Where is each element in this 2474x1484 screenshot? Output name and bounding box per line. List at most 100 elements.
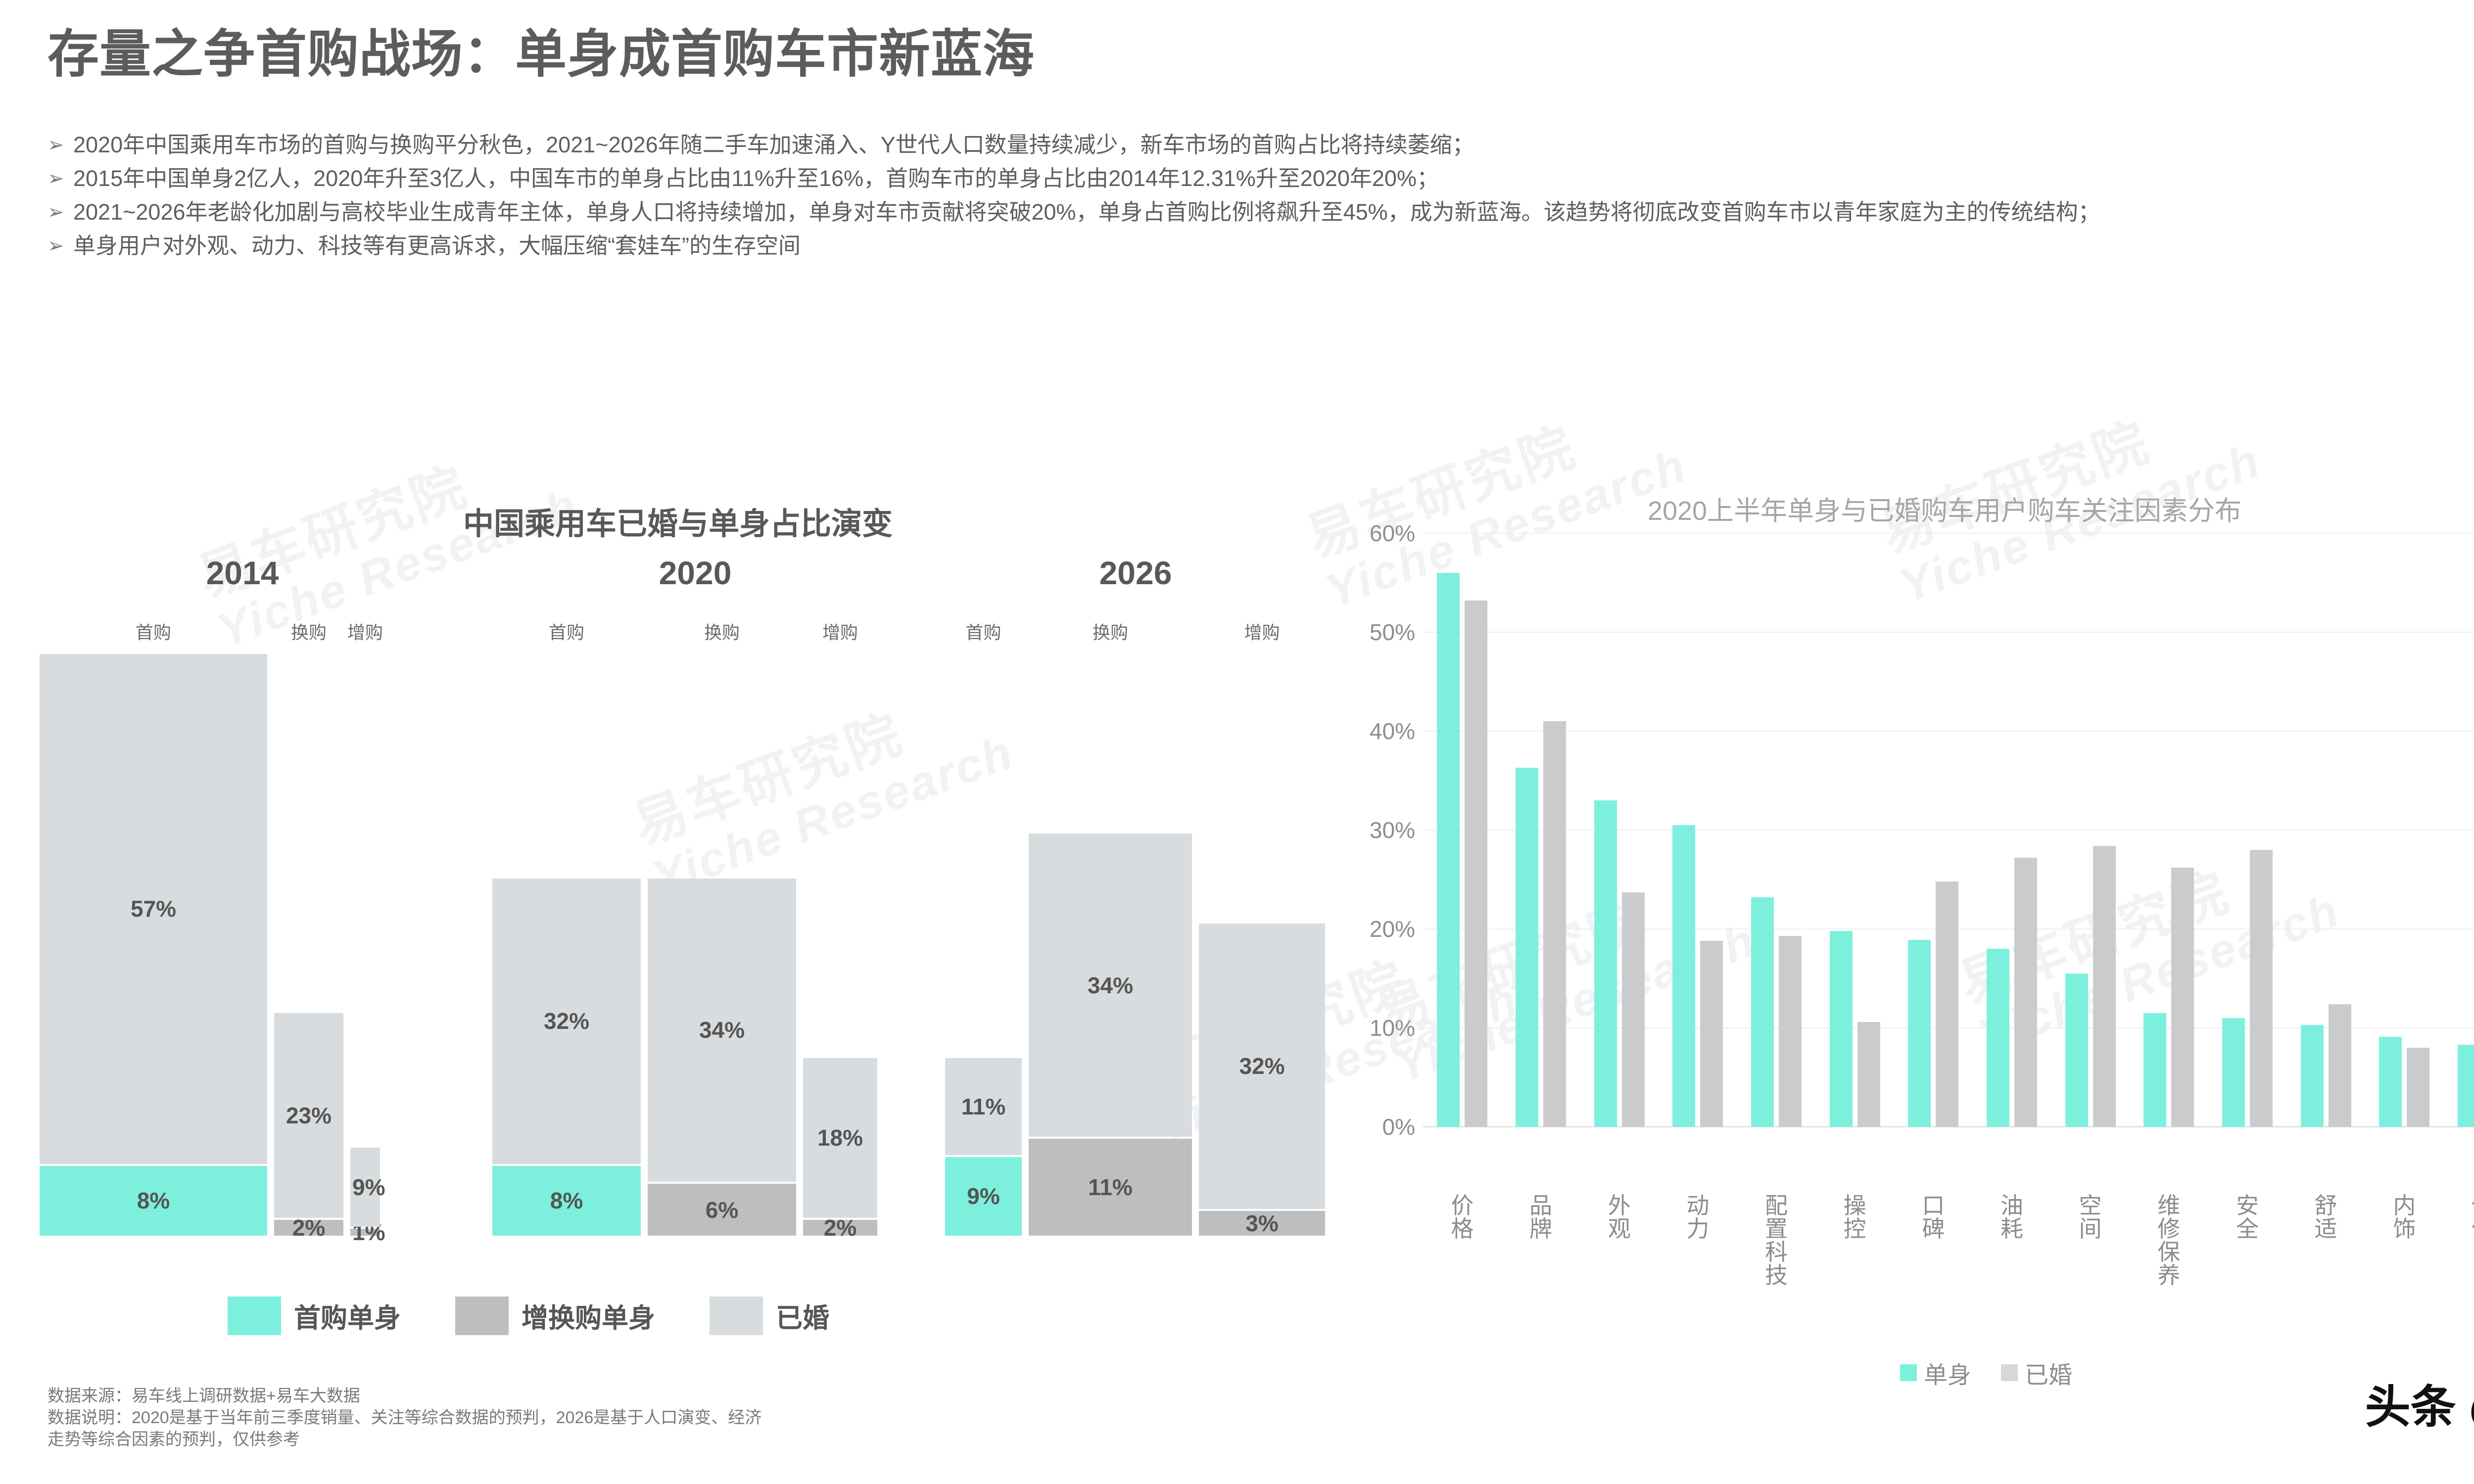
legend-item-single[interactable]: 单身 <box>1900 1355 1971 1390</box>
bar-已婚-操控 <box>1857 1022 1880 1127</box>
bar-group-4 <box>1737 533 1816 1127</box>
category-label-row: 首购 换购 增购 <box>492 618 898 648</box>
bar-group-13 <box>2444 533 2474 1127</box>
bar-单身-口碑 <box>1908 940 1931 1127</box>
segment-repeat_single: 6% <box>648 1184 796 1236</box>
bar-单身-油耗 <box>1986 949 2009 1127</box>
y-axis-tick-label: 60% <box>1369 520 1415 546</box>
segment-value-label: 18% <box>817 1125 863 1151</box>
category-label: 增购 <box>1244 622 1280 643</box>
x-axis-tick-label: 维修保养 <box>2157 1193 2181 1288</box>
bar-group-0 <box>1423 533 1502 1127</box>
legend-label: 已婚 <box>2025 1362 2073 1389</box>
bar-group-11 <box>2286 533 2365 1127</box>
legend-item-repeat[interactable]: 增换购单身 <box>455 1296 655 1335</box>
bars-area: 8% 32% 6% 34% 2% 18% <box>492 652 898 1241</box>
segment-repeat_single: 11% <box>1029 1139 1192 1236</box>
bar-已婚-舒适 <box>2328 1004 2351 1127</box>
bullet-text: 单身用户对外观、动力、科技等有更高诉求，大幅压缩“套娃车”的生存空间 <box>73 233 801 258</box>
bar-已婚-外观 <box>1621 892 1645 1127</box>
gridline <box>1423 533 2474 534</box>
bullet-list: ➢ 2020年中国乘用车市场的首购与换购平分秋色，2021~2026年随二手车加速… <box>48 130 2474 264</box>
bar-已婚-动力 <box>1700 941 1723 1127</box>
gridline <box>1423 830 2474 831</box>
bar-已婚-价格 <box>1465 601 1488 1127</box>
bar-group-10 <box>2208 533 2287 1127</box>
segment-married: 34% <box>648 878 796 1182</box>
x-axis-tick-label: 价格 <box>1451 1193 1474 1242</box>
segment-married: 9% <box>350 1148 385 1227</box>
bar-单身-空间 <box>2065 974 2088 1127</box>
mosaic-bar: 8% 32% <box>492 877 641 1236</box>
y-axis-tick-label: 0% <box>1382 1114 1415 1140</box>
legend-label: 单身 <box>1924 1362 1972 1389</box>
year-group-2014: 2014 首购 换购 增购 8% 57% 2% 23% 1% 9% <box>40 554 445 1276</box>
year-label: 2014 <box>206 555 279 591</box>
x-axis-tick-label: 配置科技 <box>1765 1193 1788 1288</box>
year-label: 2020 <box>659 555 732 591</box>
year-label: 2026 <box>1099 555 1172 591</box>
bar-单身-配置科技 <box>1751 897 1774 1127</box>
year-group-2026: 2026 首购 换购 增购 9% 11% 11% 34% 3% 32% <box>945 554 1326 1276</box>
bullet-item: ➢ 2020年中国乘用车市场的首购与换购平分秋色，2021~2026年随二手车加速… <box>48 130 2474 160</box>
segment-value-label: 32% <box>543 1008 590 1034</box>
segment-married: 57% <box>40 654 267 1164</box>
bar-已婚-维修保养 <box>2171 868 2194 1127</box>
gridline <box>1423 731 2474 732</box>
segment-value-label: 8% <box>550 1188 583 1214</box>
mosaic-plot-area: 2014 首购 换购 增购 8% 57% 2% 23% 1% 9% 2020 首购 换购 增购 8% 32% 6… <box>30 554 1326 1276</box>
bars-area: 8% 57% 2% 23% 1% 9% <box>40 652 445 1245</box>
category-label: 换购 <box>1092 622 1128 643</box>
segment-value-label: 2% <box>823 1214 857 1241</box>
legend-swatch-first <box>228 1296 281 1335</box>
segment-value-label: 9% <box>967 1183 1000 1209</box>
segment-repeat_single: 2% <box>274 1215 343 1241</box>
segment-value-label: 6% <box>705 1197 739 1223</box>
segment-married: 18% <box>803 1058 877 1218</box>
legend-item-first[interactable]: 首购单身 <box>228 1296 401 1335</box>
y-axis-tick-label: 40% <box>1369 718 1415 744</box>
legend-swatch-married <box>2001 1364 2018 1381</box>
right-chart-title: 2020上半年单身与已婚购车用户购车关注因素分布 <box>1647 496 2242 526</box>
category-label: 增购 <box>822 622 858 643</box>
bullet-arrow-icon: ➢ <box>48 168 64 189</box>
category-label: 首购 <box>135 622 171 643</box>
bar-已婚-安全 <box>2249 850 2273 1127</box>
page-title: 存量之争首购战场：单身成首购车市新蓝海 <box>48 26 1035 83</box>
segment-value-label: 32% <box>1239 1053 1285 1079</box>
bar-单身-保值 <box>2457 1045 2474 1127</box>
bar-group-1 <box>1502 533 1580 1127</box>
mosaic-bar: 11% 34% <box>1029 832 1192 1236</box>
bar-已婚-品牌 <box>1543 721 1566 1127</box>
bar-group-2 <box>1580 533 1659 1127</box>
bullet-item: ➢ 单身用户对外观、动力、科技等有更高诉求，大幅压缩“套娃车”的生存空间 <box>48 231 2474 261</box>
category-label-row: 首购 换购 增购 <box>40 618 445 648</box>
year-group-2020: 2020 首购 换购 增购 8% 32% 6% 34% 2% 18% <box>492 554 898 1276</box>
x-axis-tick-label: 动力 <box>1686 1193 1710 1242</box>
chart-marriage-share-mosaic: 中国乘用车已婚与单身占比演变 2014 首购 换购 增购 8% 57% 2% 23% 1% 9% 2… <box>30 475 1326 1449</box>
bullet-text: 2015年中国单身2亿人，2020年升至3亿人，中国车市的单身占比由11%升至1… <box>73 166 1439 191</box>
x-axis-tick-label: 品牌 <box>1529 1193 1552 1242</box>
bar-单身-内饰 <box>2379 1037 2402 1127</box>
legend-item-married[interactable]: 已婚 <box>710 1296 829 1335</box>
mosaic-bar: 3% 32% <box>1199 922 1325 1236</box>
legend-label: 已婚 <box>776 1303 829 1333</box>
right-chart-legend: 单身 已婚 <box>1900 1355 2102 1390</box>
segment-value-label: 2% <box>292 1214 326 1241</box>
segment-married: 23% <box>274 1013 343 1218</box>
brand-watermark: 头条 @侠说 <box>2365 1382 2474 1433</box>
x-axis-tick-label: 空间 <box>2079 1193 2102 1242</box>
bullet-item: ➢ 2021~2026年老龄化加剧与高校毕业生成青年主体，单身人口将持续增加，单身… <box>48 197 2474 228</box>
footnote-line: 数据来源：易车线上调研数据+易车大数据 <box>48 1387 360 1405</box>
footnote-line: 数据说明：2020是基于当年前三季度销量、关注等综合数据的预判，2026是基于人… <box>48 1408 762 1427</box>
bullet-arrow-icon: ➢ <box>48 235 64 257</box>
footnote-line: 走势等综合因素的预判，仅供参考 <box>48 1430 300 1449</box>
x-axis-tick-label: 安全 <box>2236 1193 2259 1242</box>
legend-item-married[interactable]: 已婚 <box>2001 1355 2072 1390</box>
mosaic-bar: 9% 11% <box>945 1056 1022 1236</box>
bar-group-8 <box>2051 533 2130 1127</box>
x-axis-tick-label: 外观 <box>1608 1193 1631 1242</box>
bar-单身-价格 <box>1437 573 1460 1127</box>
bar-group-12 <box>2365 533 2444 1127</box>
